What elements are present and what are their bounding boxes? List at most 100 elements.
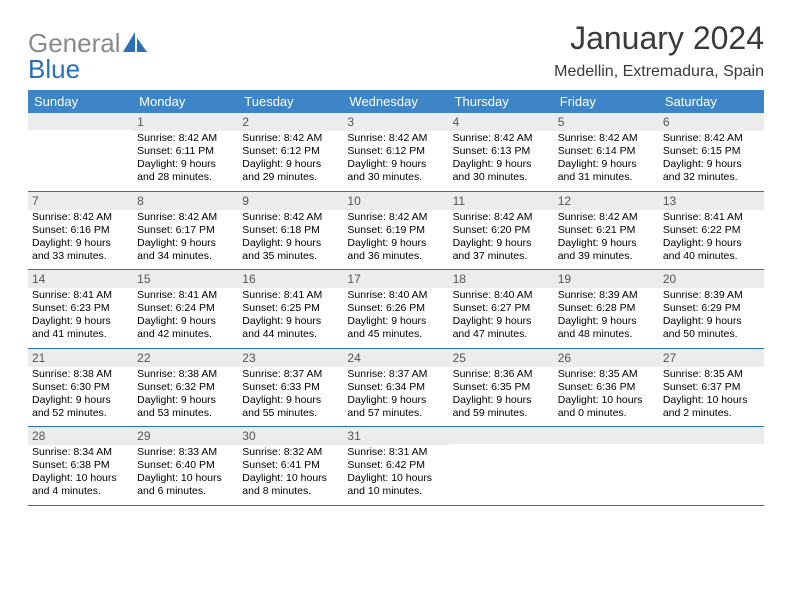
day-body: Sunrise: 8:31 AMSunset: 6:42 PMDaylight:… (343, 445, 448, 505)
day-body: Sunrise: 8:42 AMSunset: 6:13 PMDaylight:… (449, 131, 554, 191)
day-number: 20 (659, 270, 764, 288)
daylight-text: Daylight: 9 hours and 30 minutes. (453, 158, 550, 184)
week-row: 21Sunrise: 8:38 AMSunset: 6:30 PMDayligh… (28, 348, 764, 427)
day-cell: 8Sunrise: 8:42 AMSunset: 6:17 PMDaylight… (133, 191, 238, 270)
day-body: Sunrise: 8:37 AMSunset: 6:34 PMDaylight:… (343, 367, 448, 427)
sunrise-text: Sunrise: 8:42 AM (137, 132, 234, 145)
day-number: 23 (238, 349, 343, 367)
day-body: Sunrise: 8:40 AMSunset: 6:27 PMDaylight:… (449, 288, 554, 348)
day-number: 10 (343, 192, 448, 210)
sunrise-text: Sunrise: 8:32 AM (242, 446, 339, 459)
sunset-text: Sunset: 6:19 PM (347, 224, 444, 237)
day-number: 6 (659, 113, 764, 131)
sunset-text: Sunset: 6:36 PM (558, 381, 655, 394)
sunset-text: Sunset: 6:30 PM (32, 381, 129, 394)
day-body: Sunrise: 8:41 AMSunset: 6:23 PMDaylight:… (28, 288, 133, 348)
day-cell: 27Sunrise: 8:35 AMSunset: 6:37 PMDayligh… (659, 348, 764, 427)
sunset-text: Sunset: 6:28 PM (558, 302, 655, 315)
sail-icon (123, 32, 147, 52)
sunset-text: Sunset: 6:18 PM (242, 224, 339, 237)
day-number: 22 (133, 349, 238, 367)
day-body: Sunrise: 8:40 AMSunset: 6:26 PMDaylight:… (343, 288, 448, 348)
sunrise-text: Sunrise: 8:42 AM (137, 211, 234, 224)
day-cell: 18Sunrise: 8:40 AMSunset: 6:27 PMDayligh… (449, 270, 554, 349)
sunset-text: Sunset: 6:40 PM (137, 459, 234, 472)
sunset-text: Sunset: 6:16 PM (32, 224, 129, 237)
daylight-text: Daylight: 9 hours and 32 minutes. (663, 158, 760, 184)
daylight-text: Daylight: 10 hours and 0 minutes. (558, 394, 655, 420)
day-cell: 22Sunrise: 8:38 AMSunset: 6:32 PMDayligh… (133, 348, 238, 427)
sunset-text: Sunset: 6:20 PM (453, 224, 550, 237)
day-cell: 20Sunrise: 8:39 AMSunset: 6:29 PMDayligh… (659, 270, 764, 349)
daylight-text: Daylight: 9 hours and 34 minutes. (137, 237, 234, 263)
day-number: 2 (238, 113, 343, 131)
day-cell: 19Sunrise: 8:39 AMSunset: 6:28 PMDayligh… (554, 270, 659, 349)
daylight-text: Daylight: 9 hours and 44 minutes. (242, 315, 339, 341)
day-cell: 7Sunrise: 8:42 AMSunset: 6:16 PMDaylight… (28, 191, 133, 270)
sunset-text: Sunset: 6:26 PM (347, 302, 444, 315)
location-subtitle: Medellin, Extremadura, Spain (554, 63, 764, 81)
sunset-text: Sunset: 6:27 PM (453, 302, 550, 315)
sunset-text: Sunset: 6:24 PM (137, 302, 234, 315)
sunset-text: Sunset: 6:11 PM (137, 145, 234, 158)
day-cell: 6Sunrise: 8:42 AMSunset: 6:15 PMDaylight… (659, 113, 764, 191)
sunset-text: Sunset: 6:32 PM (137, 381, 234, 394)
day-number: 11 (449, 192, 554, 210)
sunset-text: Sunset: 6:38 PM (32, 459, 129, 472)
day-body: Sunrise: 8:41 AMSunset: 6:24 PMDaylight:… (133, 288, 238, 348)
daylight-text: Daylight: 9 hours and 48 minutes. (558, 315, 655, 341)
day-body: Sunrise: 8:35 AMSunset: 6:36 PMDaylight:… (554, 367, 659, 427)
sunrise-text: Sunrise: 8:42 AM (347, 132, 444, 145)
day-number: 12 (554, 192, 659, 210)
daylight-text: Daylight: 9 hours and 45 minutes. (347, 315, 444, 341)
sunrise-text: Sunrise: 8:41 AM (137, 289, 234, 302)
day-body: Sunrise: 8:42 AMSunset: 6:14 PMDaylight:… (554, 131, 659, 191)
day-number: 24 (343, 349, 448, 367)
day-body: Sunrise: 8:42 AMSunset: 6:21 PMDaylight:… (554, 210, 659, 270)
day-number: 26 (554, 349, 659, 367)
sunset-text: Sunset: 6:42 PM (347, 459, 444, 472)
sunrise-text: Sunrise: 8:36 AM (453, 368, 550, 381)
day-cell: 14Sunrise: 8:41 AMSunset: 6:23 PMDayligh… (28, 270, 133, 349)
daylight-text: Daylight: 9 hours and 35 minutes. (242, 237, 339, 263)
day-body (659, 444, 764, 496)
daylight-text: Daylight: 9 hours and 40 minutes. (663, 237, 760, 263)
day-body: Sunrise: 8:42 AMSunset: 6:15 PMDaylight:… (659, 131, 764, 191)
sunrise-text: Sunrise: 8:37 AM (242, 368, 339, 381)
day-cell: 26Sunrise: 8:35 AMSunset: 6:36 PMDayligh… (554, 348, 659, 427)
daylight-text: Daylight: 9 hours and 30 minutes. (347, 158, 444, 184)
daylight-text: Daylight: 9 hours and 55 minutes. (242, 394, 339, 420)
sunset-text: Sunset: 6:22 PM (663, 224, 760, 237)
sunrise-text: Sunrise: 8:39 AM (663, 289, 760, 302)
day-number: 25 (449, 349, 554, 367)
day-cell: 2Sunrise: 8:42 AMSunset: 6:12 PMDaylight… (238, 113, 343, 191)
day-body: Sunrise: 8:38 AMSunset: 6:32 PMDaylight:… (133, 367, 238, 427)
day-body (28, 130, 133, 182)
month-title: January 2024 (554, 20, 764, 57)
daylight-text: Daylight: 10 hours and 10 minutes. (347, 472, 444, 498)
sunset-text: Sunset: 6:12 PM (242, 145, 339, 158)
daylight-text: Daylight: 9 hours and 33 minutes. (32, 237, 129, 263)
sunrise-text: Sunrise: 8:40 AM (347, 289, 444, 302)
sunset-text: Sunset: 6:14 PM (558, 145, 655, 158)
sunset-text: Sunset: 6:23 PM (32, 302, 129, 315)
day-number: 28 (28, 427, 133, 445)
sunrise-text: Sunrise: 8:38 AM (137, 368, 234, 381)
sunset-text: Sunset: 6:12 PM (347, 145, 444, 158)
daylight-text: Daylight: 9 hours and 42 minutes. (137, 315, 234, 341)
day-body (554, 444, 659, 496)
day-cell (28, 113, 133, 191)
day-header: Tuesday (238, 90, 343, 113)
sunset-text: Sunset: 6:15 PM (663, 145, 760, 158)
day-body: Sunrise: 8:36 AMSunset: 6:35 PMDaylight:… (449, 367, 554, 427)
daylight-text: Daylight: 9 hours and 37 minutes. (453, 237, 550, 263)
day-cell: 29Sunrise: 8:33 AMSunset: 6:40 PMDayligh… (133, 427, 238, 506)
day-body: Sunrise: 8:33 AMSunset: 6:40 PMDaylight:… (133, 445, 238, 505)
day-body: Sunrise: 8:41 AMSunset: 6:25 PMDaylight:… (238, 288, 343, 348)
title-block: January 2024 Medellin, Extremadura, Spai… (554, 20, 764, 81)
daylight-text: Daylight: 9 hours and 50 minutes. (663, 315, 760, 341)
day-cell: 5Sunrise: 8:42 AMSunset: 6:14 PMDaylight… (554, 113, 659, 191)
day-header: Thursday (449, 90, 554, 113)
sunrise-text: Sunrise: 8:34 AM (32, 446, 129, 459)
sunrise-text: Sunrise: 8:33 AM (137, 446, 234, 459)
